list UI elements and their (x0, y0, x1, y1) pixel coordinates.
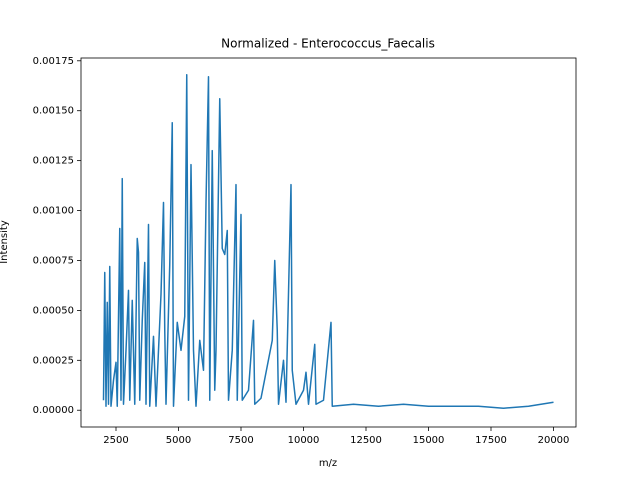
x-tick-label: 5000 (166, 435, 191, 446)
x-tick-label: 10000 (288, 435, 320, 446)
plot-frame (80, 57, 577, 428)
y-tick-label: 0.00100 (33, 206, 74, 217)
x-tick-label: 17500 (475, 435, 507, 446)
x-tick-label: 7500 (228, 435, 253, 446)
y-tick-label: 0.00050 (33, 305, 74, 316)
x-tick-label: 12500 (350, 435, 382, 446)
spectrum-line (102, 74, 554, 409)
y-tick-label: 0.00125 (33, 156, 74, 167)
y-axis-label: Intensity (0, 220, 10, 264)
x-tick-label: 15000 (413, 435, 445, 446)
x-tick-label: 20000 (538, 435, 570, 446)
x-tick-label: 2500 (103, 435, 128, 446)
y-tick-label: 0.00025 (33, 355, 74, 366)
y-tick-label: 0.00150 (33, 106, 74, 117)
chart-title: Normalized - Enterococcus_Faecalis (221, 37, 435, 51)
y-tick-label: 0.00000 (33, 405, 74, 416)
y-tick-label: 0.00075 (33, 255, 74, 266)
x-axis-label: m/z (319, 458, 337, 469)
y-tick-label: 0.00175 (33, 56, 74, 67)
